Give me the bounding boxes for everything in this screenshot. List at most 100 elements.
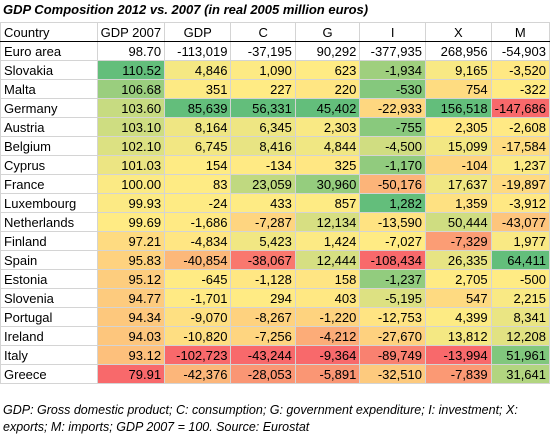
column-header-4: C xyxy=(230,22,296,42)
table-row: Germany 103.60 85,639 56,331 45,402 -22,933 15… xyxy=(0,98,550,118)
value-cell: 1,424 xyxy=(294,231,361,251)
value-cell: 95.83 xyxy=(96,250,166,270)
value-cell: -4,212 xyxy=(294,326,361,346)
value-cell: -7,256 xyxy=(230,326,296,346)
table-row: Malta 106.68 351 227 220 -530 754 -322 xyxy=(0,79,550,99)
value-cell: 106.68 xyxy=(96,79,166,99)
value-cell: -24 xyxy=(164,193,232,213)
footnote: GDP: Gross domestic product; C: consumpt… xyxy=(3,403,518,434)
value-cell: -7,329 xyxy=(424,231,492,251)
table-row: Portugal 94.34 -9,070 -8,267 -1,220 -12,753 4,… xyxy=(0,307,550,327)
country-cell: France xyxy=(0,174,98,194)
value-cell: 5,423 xyxy=(230,231,296,251)
value-cell: 12,444 xyxy=(294,250,361,270)
value-cell: 103.60 xyxy=(96,98,166,118)
value-cell: 227 xyxy=(230,79,296,99)
value-cell: -32,510 xyxy=(359,364,426,384)
value-cell: -5,891 xyxy=(294,364,361,384)
country-cell: Luxembourg xyxy=(0,193,98,213)
value-cell: -27,670 xyxy=(359,326,426,346)
value-cell: 110.52 xyxy=(96,60,166,80)
value-cell: -147,686 xyxy=(490,98,550,118)
value-cell: -50,176 xyxy=(359,174,426,194)
value-cell: 156,518 xyxy=(424,98,492,118)
value-cell: 13,812 xyxy=(424,326,492,346)
value-cell: 83 xyxy=(164,174,232,194)
value-cell: 56,331 xyxy=(230,98,296,118)
table-row: Luxembourg 99.93 -24 433 857 1,282 1,359 -3,912 xyxy=(0,193,550,213)
value-cell: -7,027 xyxy=(359,231,426,251)
table-row: Slovakia 110.52 4,846 1,090 623 -1,934 9,165 -3… xyxy=(0,60,550,80)
table-title: GDP Composition 2012 vs. 2007 (in real 2… xyxy=(3,2,369,17)
value-cell: -5,195 xyxy=(359,288,426,308)
country-cell: Ireland xyxy=(0,326,98,346)
value-cell: -8,267 xyxy=(230,307,296,327)
value-cell: 23,059 xyxy=(230,174,296,194)
value-cell: -17,584 xyxy=(490,136,550,156)
column-header-5: G xyxy=(294,22,361,42)
value-cell: -22,933 xyxy=(359,98,426,118)
value-cell: -1,934 xyxy=(359,60,426,80)
header-row: Country GDP 2007 GDP C G I X M xyxy=(0,22,550,42)
value-cell: -10,820 xyxy=(164,326,232,346)
country-cell: Belgium xyxy=(0,136,98,156)
value-cell: -322 xyxy=(490,79,550,99)
table-row: Slovenia 94.77 -1,701 294 403 -5,195 547 2,215 xyxy=(0,288,550,308)
value-cell: 857 xyxy=(294,193,361,213)
column-header-6: I xyxy=(359,22,426,42)
value-cell: 15,099 xyxy=(424,136,492,156)
value-cell: 268,956 xyxy=(424,41,492,61)
value-cell: 94.03 xyxy=(96,326,166,346)
value-cell: -1,686 xyxy=(164,212,232,232)
value-cell: -1,237 xyxy=(359,269,426,289)
value-cell: 101.03 xyxy=(96,155,166,175)
table-row: Italy 93.12 -102,723 -43,244 -9,364 -89,749 -1… xyxy=(0,345,550,365)
table-row: Netherlands 99.69 -1,686 -7,287 12,134 -13,59… xyxy=(0,212,550,232)
value-cell: 154 xyxy=(164,155,232,175)
gdp-composition-table: Country GDP 2007 GDP C G I X M Euro area 98.70 -1… xyxy=(0,22,550,384)
country-cell: Estonia xyxy=(0,269,98,289)
value-cell: -13,994 xyxy=(424,345,492,365)
value-cell: 325 xyxy=(294,155,361,175)
value-cell: 97.21 xyxy=(96,231,166,251)
value-cell: -2,608 xyxy=(490,117,550,137)
value-cell: -19,897 xyxy=(490,174,550,194)
column-header-country: Country xyxy=(0,22,98,42)
value-cell: 100.00 xyxy=(96,174,166,194)
value-cell: 1,977 xyxy=(490,231,550,251)
value-cell: -3,520 xyxy=(490,60,550,80)
value-cell: 2,305 xyxy=(424,117,492,137)
value-cell: 12,134 xyxy=(294,212,361,232)
value-cell: 94.77 xyxy=(96,288,166,308)
value-cell: -89,749 xyxy=(359,345,426,365)
value-cell: 8,164 xyxy=(164,117,232,137)
value-cell: 9,165 xyxy=(424,60,492,80)
value-cell: 351 xyxy=(164,79,232,99)
value-cell: -377,935 xyxy=(359,41,426,61)
value-cell: 1,090 xyxy=(230,60,296,80)
table-row: Cyprus 101.03 154 -134 325 -1,170 -104 1,237 xyxy=(0,155,550,175)
value-cell: 79.91 xyxy=(96,364,166,384)
value-cell: 1,237 xyxy=(490,155,550,175)
value-cell: 85,639 xyxy=(164,98,232,118)
value-cell: 158 xyxy=(294,269,361,289)
table-row: France 100.00 83 23,059 30,960 -50,176 17,637-… xyxy=(0,174,550,194)
value-cell: -4,500 xyxy=(359,136,426,156)
country-cell: Finland xyxy=(0,231,98,251)
value-cell: 433 xyxy=(230,193,296,213)
value-cell: 8,341 xyxy=(490,307,550,327)
value-cell: 8,416 xyxy=(230,136,296,156)
value-cell: 220 xyxy=(294,79,361,99)
country-cell: Slovenia xyxy=(0,288,98,308)
value-cell: -4,834 xyxy=(164,231,232,251)
value-cell: -1,701 xyxy=(164,288,232,308)
country-cell: Euro area xyxy=(0,41,98,61)
table-row: Estonia 95.12 -645 -1,128 158 -1,237 2,705 -500 xyxy=(0,269,550,289)
value-cell: -108,434 xyxy=(359,250,426,270)
value-cell: 403 xyxy=(294,288,361,308)
table-body: Euro area 98.70 -113,019 -37,195 90,292 -377,… xyxy=(0,41,550,384)
value-cell: -28,053 xyxy=(230,364,296,384)
country-cell: Germany xyxy=(0,98,98,118)
value-cell: -12,753 xyxy=(359,307,426,327)
value-cell: -530 xyxy=(359,79,426,99)
